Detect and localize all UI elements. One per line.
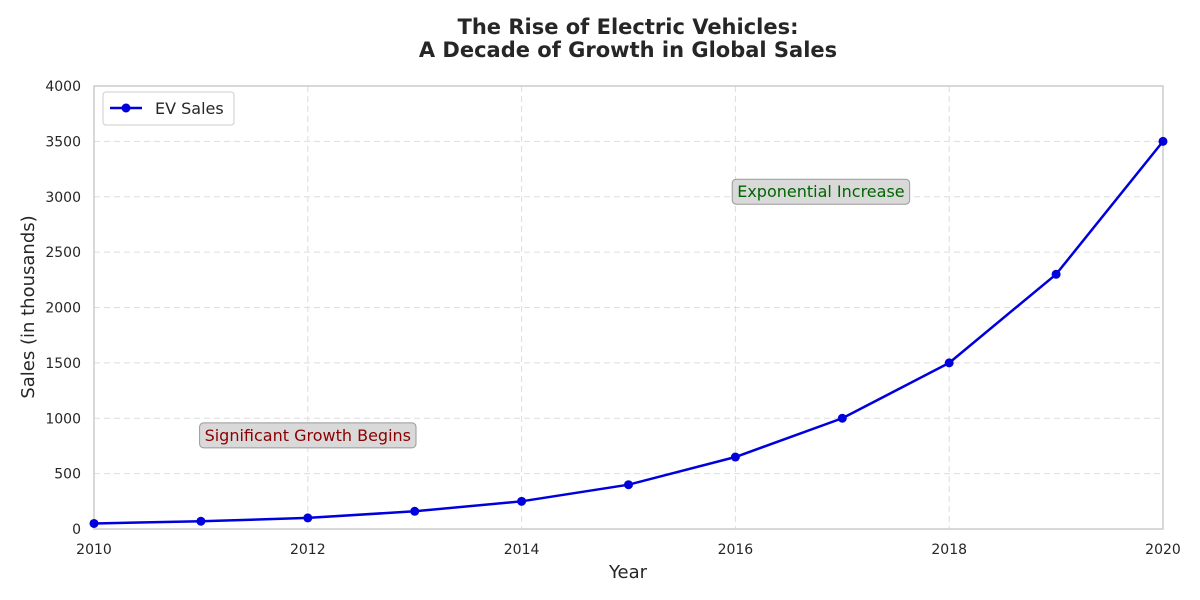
legend-label: EV Sales [155,99,224,118]
y-tick-label: 4000 [45,79,81,95]
data-point-2011 [196,516,206,526]
y-tick-label: 3500 [45,134,81,150]
data-point-2015 [624,480,633,490]
x-tick-label: 2018 [931,542,967,558]
x-ticks: 2010 2012 2014 2016 2018 2020 [76,542,1181,558]
data-point-2013 [410,506,420,516]
y-tick-label: 2500 [45,245,81,261]
legend-marker-swatch [121,103,131,113]
legend: EV Sales [102,91,235,126]
y-tick-label: 0 [72,522,81,538]
y-tick-label: 1000 [45,411,81,427]
chart-title-line2: A Decade of Growth in Global Sales [419,38,837,62]
data-point-2020 [1158,136,1168,146]
data-point-2016 [730,452,740,462]
data-point-2019 [1051,269,1061,279]
plot-frame [93,85,1164,530]
annotation-text: Exponential Increase [737,182,904,201]
legend-box [102,91,235,126]
x-tick-label: 2014 [504,542,540,558]
y-ticks: 0 500 1000 1500 2000 2500 3000 3500 4000 [45,79,81,538]
data-point-2010 [89,518,99,528]
x-axis-label: Year [608,562,648,583]
annotation-text: Significant Growth Begins [205,426,411,445]
series-group [89,136,1168,528]
x-tick-label: 2020 [1145,542,1181,558]
data-point-2012 [303,513,313,523]
annotation-box [199,422,417,449]
y-tick-label: 3000 [45,190,81,206]
x-tick-label: 2012 [290,542,326,558]
y-tick-label: 2000 [45,301,81,317]
annotations: Significant Growth Begins Exponential Inc… [199,178,911,449]
y-axis-label: Sales (in thousands) [18,215,39,398]
x-tick-label: 2010 [76,542,112,558]
annotation-box [731,178,911,205]
annotation: Exponential Increase [731,178,911,205]
y-tick-label: 1500 [45,356,81,372]
data-point-2017 [837,413,847,423]
data-point-2018 [944,358,954,368]
y-tick-label: 500 [54,467,81,483]
x-tick-label: 2016 [718,542,754,558]
chart-title-line1: The Rise of Electric Vehicles: [458,15,799,39]
data-point-2014 [517,496,527,506]
annotation: Significant Growth Begins [199,422,417,449]
